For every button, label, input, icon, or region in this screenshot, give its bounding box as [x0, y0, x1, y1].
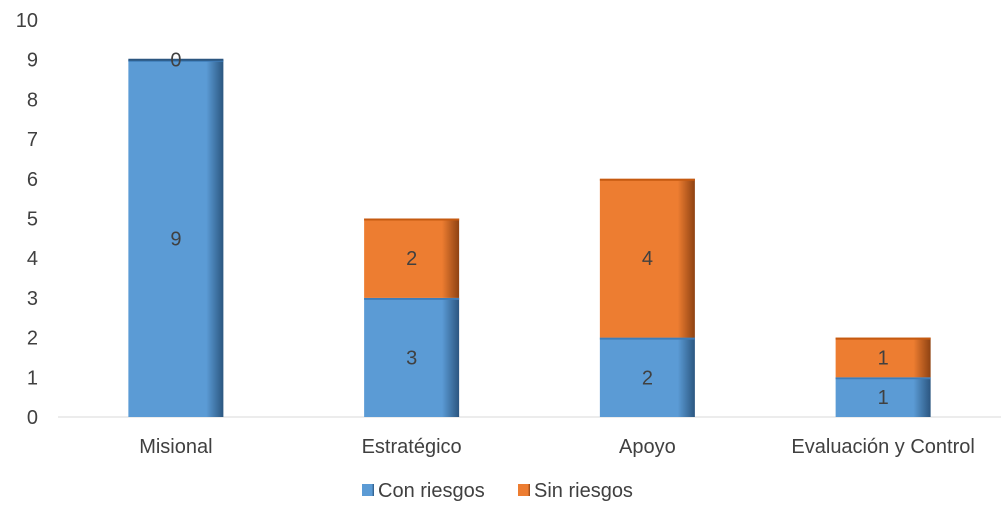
legend: Con riesgos Sin riesgos: [362, 480, 633, 502]
bars-group: [128, 58, 931, 417]
legend-label: Con riesgos: [378, 480, 485, 502]
x-tick-label: Estratégico: [362, 436, 462, 458]
legend-swatch-con-riesgos: [362, 484, 374, 496]
legend-swatch-sin-riesgos: [518, 484, 530, 496]
y-tick-label: 0: [27, 407, 38, 429]
bar-con-riesgos-0: [128, 59, 224, 417]
y-tick-label: 9: [27, 50, 38, 72]
y-tick-label: 8: [27, 89, 38, 111]
x-tick-label: Evaluación y Control: [791, 436, 974, 458]
bar-sin-riesgos-2: [599, 178, 695, 338]
bar-sin-riesgos-3: [835, 337, 931, 378]
data-label: 0: [170, 50, 181, 72]
y-tick-label: 2: [27, 328, 38, 350]
y-tick-label: 7: [27, 129, 38, 151]
data-label: 1: [878, 387, 889, 409]
data-label: 3: [406, 347, 417, 369]
data-label: 2: [406, 248, 417, 270]
x-axis-tick-labels: Misional Estratégico Apoyo Evaluación y Con…: [139, 436, 975, 458]
bar-con-riesgos-2: [599, 337, 695, 417]
bar-sin-riesgos-1: [364, 218, 460, 298]
y-tick-label: 5: [27, 209, 38, 231]
y-tick-label: 3: [27, 288, 38, 310]
legend-label: Sin riesgos: [534, 480, 633, 502]
bar-con-riesgos-1: [364, 297, 460, 417]
x-tick-label: Misional: [139, 436, 212, 458]
data-labels-group: 9 0 3 2 2 4 1 1: [170, 50, 888, 409]
data-label: 2: [642, 367, 653, 389]
y-tick-label: 1: [27, 367, 38, 389]
data-label: 9: [170, 228, 181, 250]
y-tick-label: 6: [27, 169, 38, 191]
data-label: 1: [878, 347, 889, 369]
y-tick-label: 4: [27, 248, 38, 270]
y-tick-label: 10: [16, 10, 38, 32]
data-label: 4: [642, 248, 653, 270]
bar-con-riesgos-3: [835, 377, 931, 417]
y-axis-tick-labels: 0 1 2 3 4 5 6 7 8 9 10: [16, 10, 38, 429]
x-tick-label: Apoyo: [619, 436, 676, 458]
